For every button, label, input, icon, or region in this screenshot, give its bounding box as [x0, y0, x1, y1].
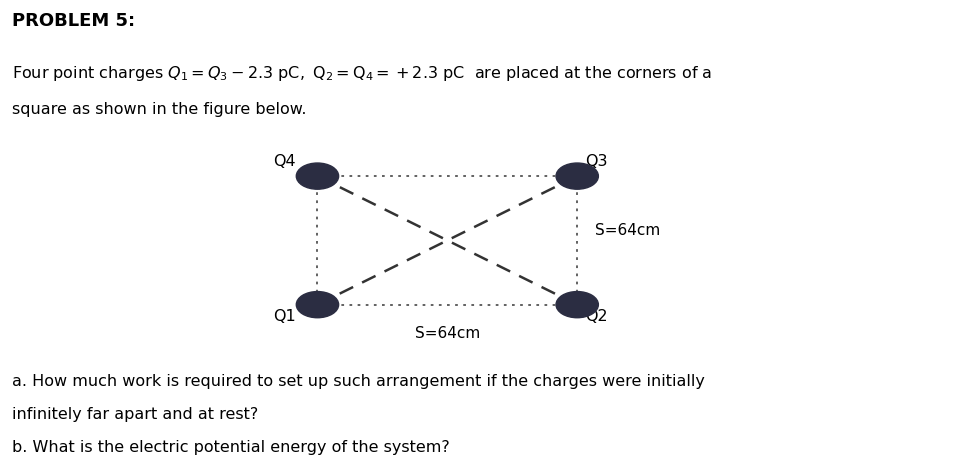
Text: b. What is the electric potential energy of the system?: b. What is the electric potential energy…: [12, 440, 449, 456]
Text: Q4: Q4: [273, 154, 296, 169]
Text: S=64cm: S=64cm: [414, 326, 480, 341]
Text: a. How much work is required to set up such arrangement if the charges were init: a. How much work is required to set up s…: [12, 374, 703, 389]
Text: PROBLEM 5:: PROBLEM 5:: [12, 12, 135, 30]
Text: infinitely far apart and at rest?: infinitely far apart and at rest?: [12, 407, 258, 422]
Text: square as shown in the figure below.: square as shown in the figure below.: [12, 102, 306, 118]
Text: Q3: Q3: [584, 154, 607, 169]
Ellipse shape: [296, 163, 338, 189]
Text: Four point charges $Q_1 = Q_3 - 2.3\ \rm{pC},\ Q_2 = Q_4 = +2.3\ \rm{pC}$  are p: Four point charges $Q_1 = Q_3 - 2.3\ \rm…: [12, 64, 711, 83]
Ellipse shape: [296, 291, 338, 318]
Ellipse shape: [555, 291, 598, 318]
Ellipse shape: [555, 163, 598, 189]
Text: S=64cm: S=64cm: [594, 223, 659, 238]
Text: Q2: Q2: [584, 308, 607, 324]
Text: Q1: Q1: [273, 308, 296, 324]
